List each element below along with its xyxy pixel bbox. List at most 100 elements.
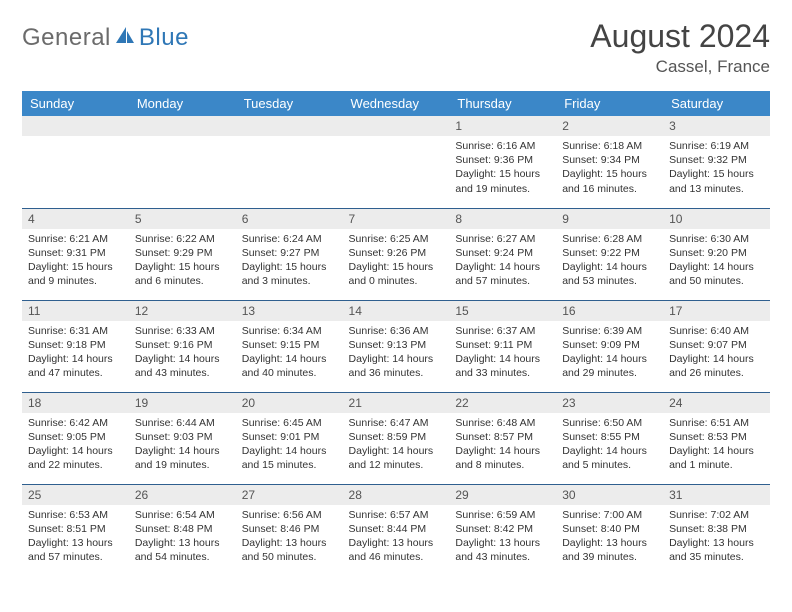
day-number: 27 (236, 485, 343, 505)
sunrise-line: Sunrise: 6:33 AM (135, 324, 230, 338)
calendar-empty-cell (343, 116, 450, 208)
daylight-line: Daylight: 14 hours and 12 minutes. (349, 444, 444, 472)
day-number: 18 (22, 393, 129, 413)
sunrise-line: Sunrise: 6:59 AM (455, 508, 550, 522)
daylight-line: Daylight: 14 hours and 29 minutes. (562, 352, 657, 380)
sunset-line: Sunset: 9:22 PM (562, 246, 657, 260)
day-details: Sunrise: 6:18 AMSunset: 9:34 PMDaylight:… (556, 136, 663, 202)
day-details: Sunrise: 6:54 AMSunset: 8:48 PMDaylight:… (129, 505, 236, 571)
sunset-line: Sunset: 8:51 PM (28, 522, 123, 536)
day-details: Sunrise: 6:56 AMSunset: 8:46 PMDaylight:… (236, 505, 343, 571)
day-number: 13 (236, 301, 343, 321)
sunset-line: Sunset: 9:01 PM (242, 430, 337, 444)
sunrise-line: Sunrise: 6:27 AM (455, 232, 550, 246)
calendar-day-cell: 22Sunrise: 6:48 AMSunset: 8:57 PMDayligh… (449, 392, 556, 484)
calendar-day-cell: 28Sunrise: 6:57 AMSunset: 8:44 PMDayligh… (343, 484, 450, 576)
day-details: Sunrise: 6:19 AMSunset: 9:32 PMDaylight:… (663, 136, 770, 202)
daylight-line: Daylight: 14 hours and 5 minutes. (562, 444, 657, 472)
day-number: 14 (343, 301, 450, 321)
day-details: Sunrise: 6:59 AMSunset: 8:42 PMDaylight:… (449, 505, 556, 571)
sunset-line: Sunset: 9:31 PM (28, 246, 123, 260)
daylight-line: Daylight: 13 hours and 50 minutes. (242, 536, 337, 564)
calendar-week-row: 11Sunrise: 6:31 AMSunset: 9:18 PMDayligh… (22, 300, 770, 392)
sunset-line: Sunset: 8:53 PM (669, 430, 764, 444)
daylight-line: Daylight: 14 hours and 33 minutes. (455, 352, 550, 380)
sunrise-line: Sunrise: 6:47 AM (349, 416, 444, 430)
day-details: Sunrise: 6:28 AMSunset: 9:22 PMDaylight:… (556, 229, 663, 295)
weekday-header: Sunday (22, 91, 129, 116)
day-details: Sunrise: 6:31 AMSunset: 9:18 PMDaylight:… (22, 321, 129, 387)
sunset-line: Sunset: 9:11 PM (455, 338, 550, 352)
daylight-line: Daylight: 15 hours and 9 minutes. (28, 260, 123, 288)
calendar-table: SundayMondayTuesdayWednesdayThursdayFrid… (22, 91, 770, 576)
sunrise-line: Sunrise: 6:19 AM (669, 139, 764, 153)
daylight-line: Daylight: 15 hours and 0 minutes. (349, 260, 444, 288)
day-number: 16 (556, 301, 663, 321)
day-details: Sunrise: 7:02 AMSunset: 8:38 PMDaylight:… (663, 505, 770, 571)
weekday-header: Thursday (449, 91, 556, 116)
sunset-line: Sunset: 8:38 PM (669, 522, 764, 536)
calendar-day-cell: 31Sunrise: 7:02 AMSunset: 8:38 PMDayligh… (663, 484, 770, 576)
sunset-line: Sunset: 9:18 PM (28, 338, 123, 352)
sunrise-line: Sunrise: 6:54 AM (135, 508, 230, 522)
weekday-header: Monday (129, 91, 236, 116)
daylight-line: Daylight: 13 hours and 35 minutes. (669, 536, 764, 564)
calendar-day-cell: 11Sunrise: 6:31 AMSunset: 9:18 PMDayligh… (22, 300, 129, 392)
calendar-empty-cell (22, 116, 129, 208)
weekday-header-row: SundayMondayTuesdayWednesdayThursdayFrid… (22, 91, 770, 116)
day-number: 25 (22, 485, 129, 505)
calendar-day-cell: 2Sunrise: 6:18 AMSunset: 9:34 PMDaylight… (556, 116, 663, 208)
sunrise-line: Sunrise: 6:28 AM (562, 232, 657, 246)
day-number: 6 (236, 209, 343, 229)
daylight-line: Daylight: 14 hours and 1 minute. (669, 444, 764, 472)
calendar-day-cell: 12Sunrise: 6:33 AMSunset: 9:16 PMDayligh… (129, 300, 236, 392)
day-number: 12 (129, 301, 236, 321)
day-number: 9 (556, 209, 663, 229)
day-number: 5 (129, 209, 236, 229)
calendar-day-cell: 26Sunrise: 6:54 AMSunset: 8:48 PMDayligh… (129, 484, 236, 576)
sunset-line: Sunset: 9:32 PM (669, 153, 764, 167)
daylight-line: Daylight: 15 hours and 16 minutes. (562, 167, 657, 195)
calendar-day-cell: 18Sunrise: 6:42 AMSunset: 9:05 PMDayligh… (22, 392, 129, 484)
calendar-day-cell: 15Sunrise: 6:37 AMSunset: 9:11 PMDayligh… (449, 300, 556, 392)
title-block: August 2024 Cassel, France (590, 18, 770, 77)
sunrise-line: Sunrise: 6:21 AM (28, 232, 123, 246)
sunrise-line: Sunrise: 6:25 AM (349, 232, 444, 246)
sunrise-line: Sunrise: 6:50 AM (562, 416, 657, 430)
day-number: 29 (449, 485, 556, 505)
day-number-empty (236, 116, 343, 136)
calendar-empty-cell (236, 116, 343, 208)
calendar-day-cell: 17Sunrise: 6:40 AMSunset: 9:07 PMDayligh… (663, 300, 770, 392)
daylight-line: Daylight: 14 hours and 53 minutes. (562, 260, 657, 288)
daylight-line: Daylight: 13 hours and 54 minutes. (135, 536, 230, 564)
calendar-day-cell: 3Sunrise: 6:19 AMSunset: 9:32 PMDaylight… (663, 116, 770, 208)
brand-logo: General Blue (22, 24, 189, 52)
sunrise-line: Sunrise: 6:53 AM (28, 508, 123, 522)
calendar-day-cell: 1Sunrise: 6:16 AMSunset: 9:36 PMDaylight… (449, 116, 556, 208)
day-number: 21 (343, 393, 450, 413)
header: General Blue August 2024 Cassel, France (22, 18, 770, 77)
weekday-header: Friday (556, 91, 663, 116)
sunset-line: Sunset: 8:55 PM (562, 430, 657, 444)
day-number-empty (129, 116, 236, 136)
day-details: Sunrise: 6:39 AMSunset: 9:09 PMDaylight:… (556, 321, 663, 387)
daylight-line: Daylight: 13 hours and 46 minutes. (349, 536, 444, 564)
daylight-line: Daylight: 14 hours and 22 minutes. (28, 444, 123, 472)
sunset-line: Sunset: 8:59 PM (349, 430, 444, 444)
sunrise-line: Sunrise: 6:42 AM (28, 416, 123, 430)
weekday-header: Saturday (663, 91, 770, 116)
calendar-day-cell: 4Sunrise: 6:21 AMSunset: 9:31 PMDaylight… (22, 208, 129, 300)
day-number: 2 (556, 116, 663, 136)
day-number: 8 (449, 209, 556, 229)
sunset-line: Sunset: 9:03 PM (135, 430, 230, 444)
daylight-line: Daylight: 15 hours and 19 minutes. (455, 167, 550, 195)
calendar-day-cell: 24Sunrise: 6:51 AMSunset: 8:53 PMDayligh… (663, 392, 770, 484)
day-number: 3 (663, 116, 770, 136)
calendar-day-cell: 27Sunrise: 6:56 AMSunset: 8:46 PMDayligh… (236, 484, 343, 576)
day-details: Sunrise: 6:25 AMSunset: 9:26 PMDaylight:… (343, 229, 450, 295)
sunrise-line: Sunrise: 6:31 AM (28, 324, 123, 338)
daylight-line: Daylight: 15 hours and 13 minutes. (669, 167, 764, 195)
sunrise-line: Sunrise: 7:00 AM (562, 508, 657, 522)
sunrise-line: Sunrise: 6:22 AM (135, 232, 230, 246)
day-number: 23 (556, 393, 663, 413)
